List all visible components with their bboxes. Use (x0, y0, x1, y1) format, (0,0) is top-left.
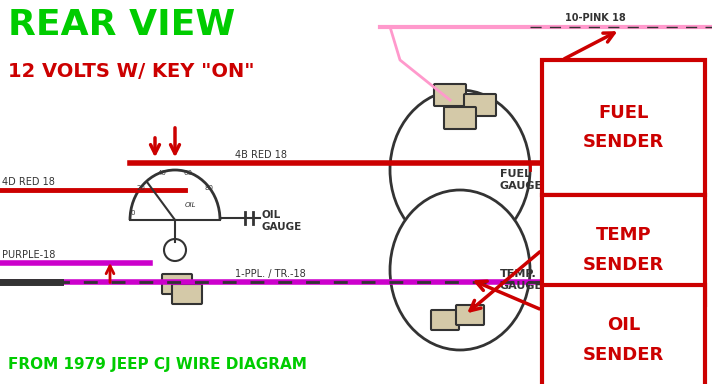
Text: 20: 20 (137, 185, 145, 191)
Text: 12 VOLTS W/ KEY "ON": 12 VOLTS W/ KEY "ON" (8, 62, 254, 81)
Text: TEMP
SENDER: TEMP SENDER (583, 227, 664, 273)
Text: 60: 60 (184, 170, 192, 176)
Text: FUEL
SENDER: FUEL SENDER (583, 104, 664, 151)
Text: 40: 40 (157, 170, 167, 176)
Text: FROM 1979 JEEP CJ WIRE DIAGRAM: FROM 1979 JEEP CJ WIRE DIAGRAM (8, 357, 307, 372)
Text: 10-PINK 18: 10-PINK 18 (565, 13, 626, 23)
FancyBboxPatch shape (464, 94, 496, 116)
FancyBboxPatch shape (434, 84, 466, 106)
Text: 1-PPL. / TR.-18: 1-PPL. / TR.-18 (235, 269, 305, 279)
FancyBboxPatch shape (162, 274, 192, 294)
Text: OIL
SENDER: OIL SENDER (583, 316, 664, 364)
Text: 4B RED 18: 4B RED 18 (235, 150, 287, 160)
Text: TEMP.
GAUGE: TEMP. GAUGE (500, 269, 543, 291)
Text: 0: 0 (131, 210, 135, 216)
Text: REAR VIEW: REAR VIEW (8, 8, 235, 42)
Text: 80: 80 (204, 185, 214, 191)
FancyBboxPatch shape (542, 60, 705, 195)
FancyBboxPatch shape (444, 107, 476, 129)
Ellipse shape (390, 90, 530, 250)
FancyBboxPatch shape (456, 305, 484, 325)
Text: FUEL
GAUGE: FUEL GAUGE (500, 169, 543, 191)
Ellipse shape (390, 190, 530, 350)
FancyBboxPatch shape (172, 284, 202, 304)
FancyBboxPatch shape (542, 195, 705, 305)
FancyBboxPatch shape (431, 310, 459, 330)
Text: 4D RED 18: 4D RED 18 (2, 177, 55, 187)
FancyBboxPatch shape (542, 285, 705, 384)
Text: OIL: OIL (184, 202, 196, 208)
Text: PURPLE-18: PURPLE-18 (2, 250, 56, 260)
Text: OIL
GAUGE: OIL GAUGE (262, 210, 303, 232)
